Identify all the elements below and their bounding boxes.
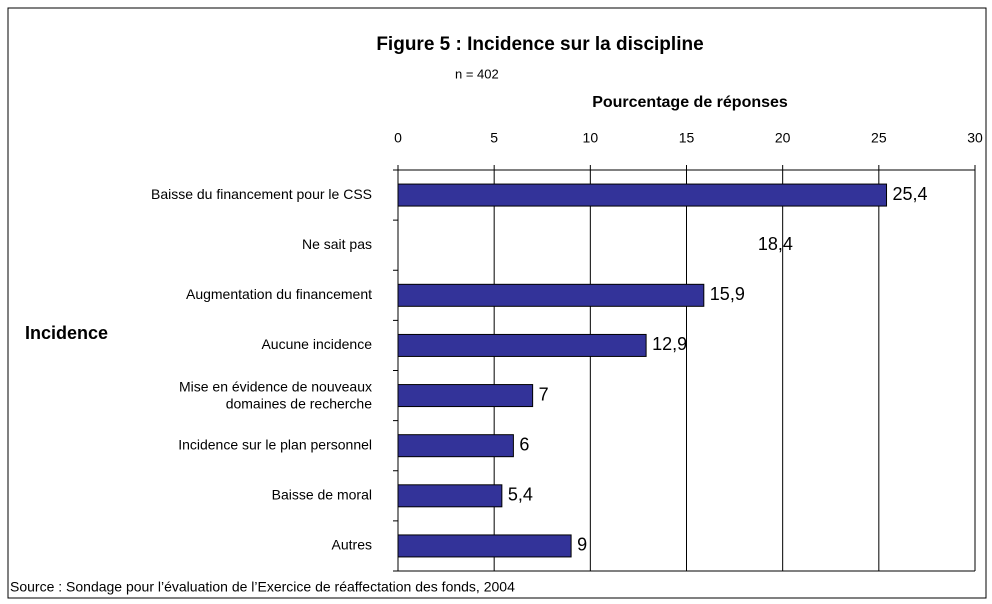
bar [397,283,705,307]
bar [397,534,572,558]
bar [397,183,888,207]
data-label: 9 [577,535,587,555]
x-tick-label: 5 [490,130,498,146]
data-label: 7 [539,384,549,404]
y-tick-label: Ne sait pas [302,236,372,252]
y-tick-label: Autres [332,537,372,553]
x-tick-label: 30 [967,130,983,146]
data-label: 25,4 [893,184,928,204]
bar [397,333,647,357]
x-tick-label: 0 [394,130,402,146]
bar [397,484,503,508]
x-axis-label: Pourcentage de réponses [592,94,788,111]
y-tick-label: Augmentation du financement [186,286,372,302]
y-tick-label: Mise en évidence de nouveaux domaines de … [179,378,372,411]
y-tick-label: Baisse de moral [272,487,372,503]
bar [397,384,534,408]
data-label: 18,4 [758,234,793,254]
y-tick-label: Incidence sur le plan personnel [178,436,372,452]
data-label: 6 [519,434,529,454]
x-tick-label: 20 [775,130,791,146]
y-tick-label: Baisse du financement pour le CSS [151,186,372,202]
data-label: 15,9 [710,284,745,304]
source: Source : Sondage pour l’évaluation de l’… [10,579,515,595]
x-tick-label: 10 [583,130,599,146]
data-label: 5,4 [508,485,533,505]
x-tick-label: 15 [679,130,695,146]
data-label: 12,9 [652,334,687,354]
x-tick-label: 25 [871,130,887,146]
y-tick-label: Aucune incidence [261,336,372,352]
chart-title: Figure 5 : Incidence sur la discipline [376,34,703,55]
chart-subtitle: n = 402 [455,66,499,81]
y-axis-label: Incidence [25,323,108,343]
bar [397,434,514,458]
